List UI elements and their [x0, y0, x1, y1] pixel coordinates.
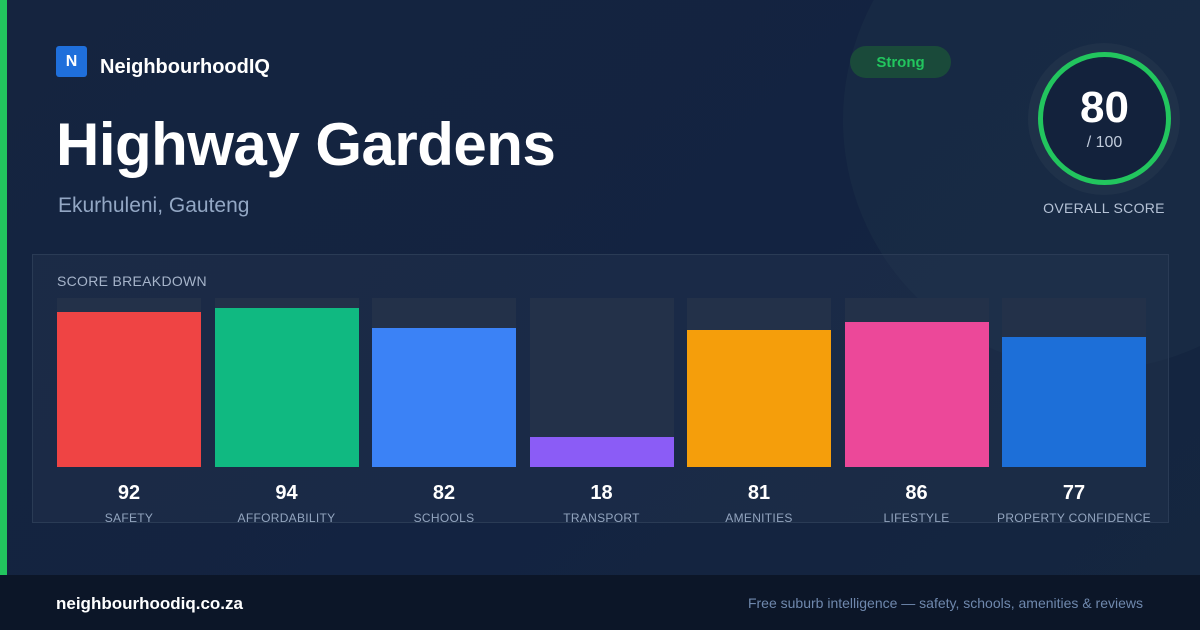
bar-fill — [372, 328, 516, 467]
footer-tagline: Free suburb intelligence — safety, schoo… — [747, 595, 1143, 611]
score-bar-affordability: 94 AFFORDABILITY — [214, 298, 359, 525]
bar-label: AFFORDABILITY — [237, 511, 336, 525]
bar-fill — [529, 436, 674, 467]
score-breakdown-panel: SCORE BREAKDOWN 92 SAFETY 94 AFFORDABILITY 8… — [32, 254, 1169, 525]
bar-fill — [214, 308, 359, 467]
bar-track — [214, 298, 359, 467]
footer: neighbourhoodiq.co.za Free suburb intell… — [0, 575, 1200, 630]
score-bar-transport: 18 TRANSPORT — [529, 298, 674, 525]
status-badge: Strong — [850, 46, 951, 78]
bar-label: SAFETY — [104, 511, 154, 525]
bar-track — [57, 298, 201, 467]
bar-fill — [687, 330, 831, 467]
bar-value: 77 — [1062, 482, 1086, 504]
suburb-location: Ekurhuleni, Gauteng — [58, 194, 250, 217]
score-breakdown-title: SCORE BREAKDOWN — [57, 273, 207, 289]
bar-value: 86 — [905, 482, 928, 504]
overall-score-ring: 80 / 100 — [1038, 52, 1171, 185]
bar-track — [844, 298, 989, 467]
accent-bar — [0, 0, 7, 575]
score-bar-property-confidence: 77 PROPERTY CONFIDENCE — [997, 298, 1151, 525]
overall-score-max: / 100 — [1086, 133, 1123, 151]
bar-label: LIFESTYLE — [883, 511, 950, 525]
bar-fill — [844, 321, 989, 467]
bar-track — [1002, 298, 1146, 467]
overall-score-value: 80 — [1080, 82, 1129, 132]
score-bar-schools: 82 SCHOOLS — [372, 298, 516, 525]
footer-url: neighbourhoodiq.co.za — [56, 594, 243, 613]
overall-score-label: OVERALL SCORE — [1043, 200, 1165, 216]
bar-label: TRANSPORT — [563, 511, 640, 525]
bar-value: 94 — [275, 482, 298, 504]
score-bar-lifestyle: 86 LIFESTYLE — [844, 298, 989, 525]
brand-name: NeighbourhoodIQ — [100, 56, 270, 78]
bar-value: 81 — [747, 482, 771, 504]
bar-label: PROPERTY CONFIDENCE — [997, 511, 1151, 525]
suburb-title: Highway Gardens — [56, 111, 556, 178]
score-breakdown-bars: 92 SAFETY 94 AFFORDABILITY 82 SCHOOLS 18 TRANSP… — [33, 255, 1168, 525]
bar-value: 92 — [117, 482, 141, 504]
bar-track — [687, 298, 831, 467]
bar-value: 18 — [590, 482, 613, 504]
bar-fill — [1002, 336, 1146, 467]
logo-icon: N — [56, 46, 87, 77]
bar-value: 82 — [432, 482, 456, 504]
score-bar-safety: 92 SAFETY — [57, 298, 201, 525]
bar-track — [372, 298, 516, 467]
bar-label: AMENITIES — [725, 511, 793, 525]
bar-track — [529, 298, 674, 467]
score-bar-amenities: 81 AMENITIES — [687, 298, 831, 525]
bar-label: SCHOOLS — [413, 511, 475, 525]
bar-fill — [57, 311, 201, 467]
